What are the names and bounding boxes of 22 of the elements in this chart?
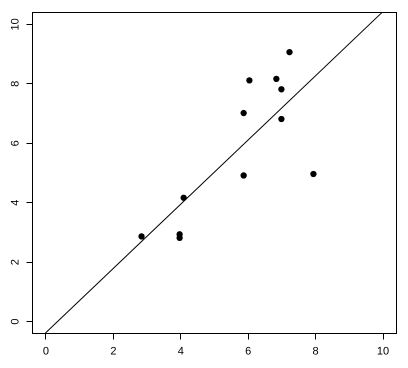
x-tick-label: 0: [42, 346, 50, 358]
point: [273, 76, 280, 82]
x-tick-label: 4: [178, 346, 184, 358]
y-tick-label: 6: [10, 140, 22, 146]
x-tick-label: 2: [110, 346, 116, 358]
y-tick-label: 8: [10, 80, 22, 87]
point: [176, 234, 183, 242]
x-tick-label: 6: [245, 346, 252, 358]
point: [138, 233, 145, 240]
point: [278, 116, 285, 122]
point: [278, 86, 285, 92]
point: [286, 48, 293, 56]
point: [240, 110, 247, 116]
point: [310, 170, 317, 178]
x-tick-label: 10: [376, 346, 390, 358]
y-tick-label: 0: [10, 318, 22, 325]
x-tick-label: 8: [312, 346, 319, 358]
y-tick-label: 10: [10, 18, 22, 31]
y-tick-label: 4: [10, 200, 22, 206]
point: [246, 77, 253, 84]
y-tick-label: 2: [10, 259, 22, 266]
point: [240, 172, 247, 179]
